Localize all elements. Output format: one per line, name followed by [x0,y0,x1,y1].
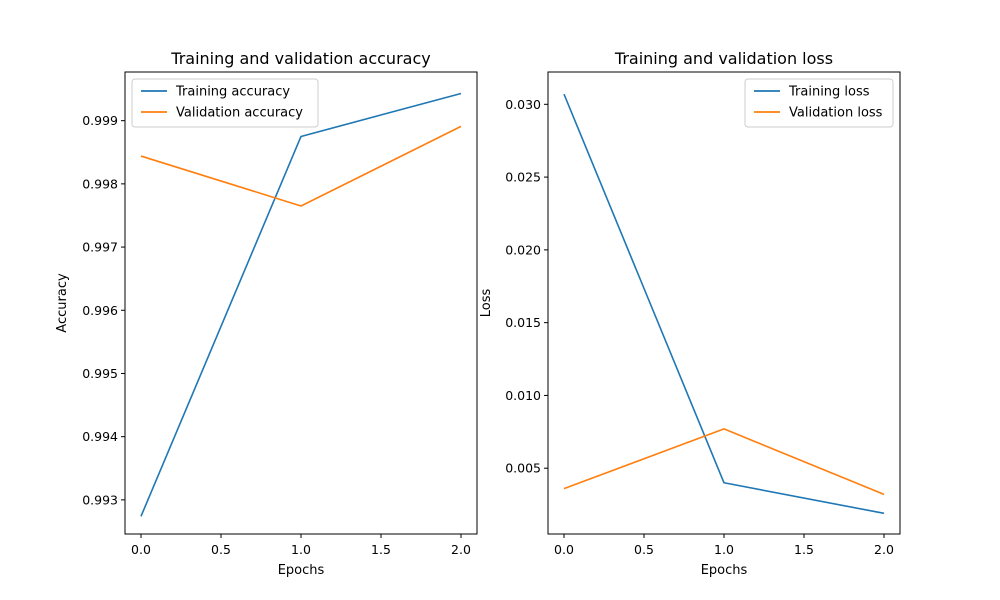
accuracy-x-tick-label: 1.0 [291,542,311,557]
accuracy-x-tick-label: 0.0 [131,542,151,557]
loss-x-axis-label: Epochs [701,563,748,578]
loss-x-tick-label: 0.5 [634,542,654,557]
loss-legend-label-1: Validation loss [789,106,883,121]
accuracy-legend-box [131,78,319,128]
accuracy-x-tick-label: 0.5 [211,542,231,557]
accuracy-legend: Training accuracy Validation accuracy [131,78,319,128]
loss-legend: Training loss Validation loss [744,78,894,128]
accuracy-y-tick-label: 0.997 [82,240,118,255]
accuracy-y-tick-label: 0.999 [82,113,118,128]
loss-y-tick-label: 0.005 [505,461,541,476]
loss-chart: 0.0 0.5 1.0 1.5 2.0 0.005 0.010 0.015 0.020 0.025… [479,49,901,578]
accuracy-y-tick-label: 0.993 [82,492,118,507]
loss-y-axis-label: Loss [479,289,494,318]
loss-legend-box [744,78,894,128]
loss-x-tick-label: 2.0 [874,542,894,557]
accuracy-y-tick-label: 0.995 [82,366,118,381]
accuracy-y-tick-label: 0.998 [82,176,118,191]
loss-chart-title: Training and validation loss [614,49,833,68]
loss-y-tick-label: 0.015 [505,315,541,330]
accuracy-legend-label-1: Validation accuracy [176,106,303,121]
accuracy-chart: 0.0 0.5 1.0 1.5 2.0 0.993 0.994 0.995 0.996 0.997… [55,49,478,578]
loss-x-tick-label: 0.0 [554,542,574,557]
loss-y-tick-label: 0.020 [505,242,541,257]
accuracy-x-tick-label: 2.0 [451,542,471,557]
loss-y-tick-label: 0.025 [505,170,541,185]
accuracy-legend-label-0: Training accuracy [175,85,290,100]
accuracy-y-axis-label: Accuracy [55,273,70,333]
accuracy-x-tick-label: 1.5 [371,542,391,557]
loss-y-tick-label: 0.010 [505,388,541,403]
loss-x-tick-label: 1.5 [794,542,814,557]
loss-legend-label-0: Training loss [788,85,870,100]
accuracy-chart-title: Training and validation accuracy [170,49,430,68]
loss-y-tick-label: 0.030 [505,97,541,112]
accuracy-x-axis-label: Epochs [278,563,325,578]
accuracy-y-tick-label: 0.994 [82,429,118,444]
accuracy-y-tick-label: 0.996 [82,303,118,318]
loss-x-tick-label: 1.0 [714,542,734,557]
